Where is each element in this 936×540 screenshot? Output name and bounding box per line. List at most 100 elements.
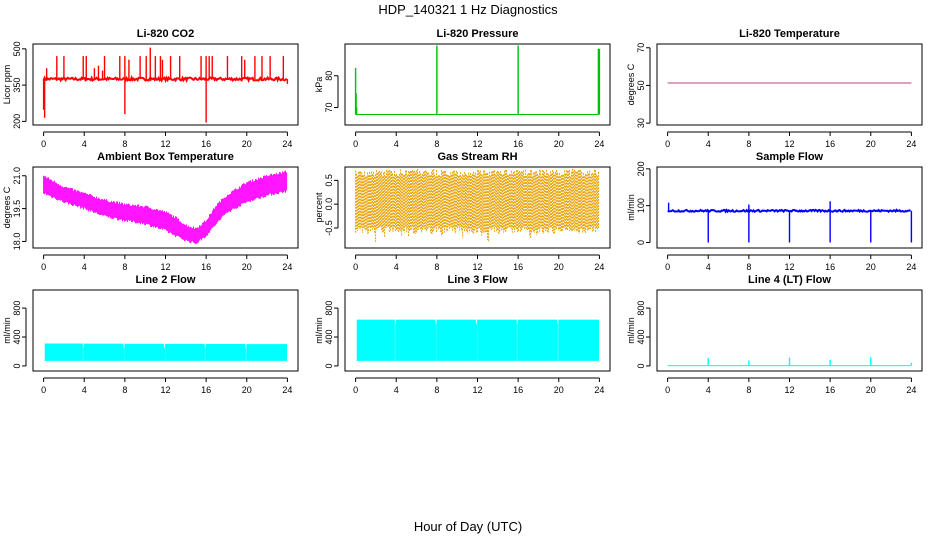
panel-title: Li-820 Temperature	[739, 28, 840, 40]
x-axis: 0 4 8 12 16 20 24	[353, 254, 604, 272]
x-tick-label: 4	[82, 262, 87, 272]
plot-frame	[32, 43, 299, 126]
flow-band	[124, 343, 165, 361]
x-tick-label: 20	[554, 139, 564, 149]
x-tick-label: 12	[160, 139, 170, 149]
x-tick-label: 12	[472, 385, 482, 395]
flow-band	[165, 343, 205, 361]
flow-band	[205, 343, 246, 361]
y-axis: 30 50 70	[636, 43, 651, 128]
y-tick-label: 0	[12, 363, 22, 368]
x-tick-label: 16	[201, 262, 211, 272]
y-axis: 200 350 500	[12, 41, 27, 129]
x-tick-label: 24	[906, 385, 916, 395]
x-tick-label: 8	[434, 385, 439, 395]
x-tick-label: 8	[122, 385, 127, 395]
y-tick-label: 70	[324, 103, 334, 113]
x-tick-label: 24	[594, 139, 604, 149]
flow-band	[44, 343, 83, 361]
y-axis: 70 80	[324, 71, 339, 113]
x-tick-label: 16	[513, 385, 523, 395]
x-tick-label: 4	[394, 385, 399, 395]
x-tick-label: 24	[594, 385, 604, 395]
y-tick-label: 70	[636, 43, 646, 53]
x-axis: 0 4 8 12 16 20 24	[665, 131, 916, 149]
y-tick-label: 400	[324, 329, 334, 344]
x-tick-label: 16	[825, 262, 835, 272]
x-tick-label: 12	[472, 262, 482, 272]
y-tick-label: 350	[12, 78, 22, 93]
panel-title: Li-820 Pressure	[437, 28, 519, 40]
x-tick-label: 20	[242, 385, 252, 395]
x-tick-label: 0	[353, 385, 358, 395]
x-tick-label: 24	[282, 262, 292, 272]
plot-frame	[32, 166, 299, 249]
flow-band	[477, 319, 517, 361]
plot-frame	[656, 289, 923, 372]
y-tick-label: 50	[636, 80, 646, 90]
y-tick-label: 800	[636, 301, 646, 316]
y-axis-label: Licor ppm	[2, 65, 12, 105]
x-tick-label: 20	[242, 262, 252, 272]
flow-band	[83, 343, 124, 361]
x-tick-label: 20	[866, 262, 876, 272]
x-axis: 0 4 8 12 16 20 24	[665, 254, 916, 272]
panel-7: Line 2 Flow ml/min 0 4 8 12 16 20 24 0 400 800	[2, 274, 299, 395]
flow-band	[356, 319, 395, 361]
flow-band	[517, 319, 558, 361]
x-tick-label: 16	[201, 385, 211, 395]
x-tick-label: 20	[554, 385, 564, 395]
y-axis: 0 400 800	[636, 301, 651, 368]
x-tick-label: 12	[160, 262, 170, 272]
series-data	[42, 47, 289, 123]
y-tick-label: 400	[12, 329, 22, 344]
y-axis-label: ml/min	[626, 194, 636, 221]
y-axis: 0 100 200	[636, 161, 651, 245]
series-data	[667, 201, 913, 243]
panel-title: Gas Stream RH	[437, 151, 517, 163]
series-data	[355, 168, 600, 242]
x-tick-label: 16	[513, 139, 523, 149]
x-tick-label: 0	[41, 262, 46, 272]
y-tick-label: 30	[636, 118, 646, 128]
x-tick-label: 16	[825, 385, 835, 395]
y-axis-label: kPa	[314, 77, 324, 93]
x-axis: 0 4 8 12 16 20 24	[41, 131, 292, 149]
x-tick-label: 8	[434, 139, 439, 149]
y-tick-label: 800	[12, 301, 22, 316]
x-tick-label: 24	[906, 139, 916, 149]
x-tick-label: 0	[353, 262, 358, 272]
x-tick-label: 16	[513, 262, 523, 272]
panel-5: Gas Stream RH percent 0 4 8 12 16 20 24 -0.5 0.0 0.…	[314, 151, 611, 272]
x-tick-label: 12	[472, 139, 482, 149]
series-line	[42, 74, 288, 84]
y-tick-label: 19.5	[12, 200, 22, 218]
plot-frame	[656, 166, 923, 249]
x-tick-label: 12	[784, 385, 794, 395]
y-tick-label: 500	[12, 41, 22, 56]
y-tick-label: 200	[636, 161, 646, 176]
panel-3: Li-820 Temperature degrees C 0 4 8 12 16 20 24 30…	[626, 28, 923, 149]
x-tick-label: 4	[706, 139, 711, 149]
x-tick-label: 20	[866, 139, 876, 149]
x-tick-label: 0	[353, 139, 358, 149]
y-tick-label: 0.0	[324, 198, 334, 211]
y-axis-label: ml/min	[626, 317, 636, 344]
x-tick-label: 12	[784, 262, 794, 272]
plot-frame	[656, 43, 923, 126]
y-tick-label: -0.5	[324, 220, 334, 236]
x-tick-label: 8	[746, 262, 751, 272]
y-axis-label: degrees C	[2, 186, 12, 228]
x-tick-label: 0	[41, 139, 46, 149]
panel-title: Line 3 Flow	[448, 274, 508, 286]
flow-band	[246, 344, 287, 361]
series-data	[354, 45, 601, 115]
x-tick-label: 4	[82, 385, 87, 395]
y-tick-label: 200	[12, 114, 22, 129]
figure-title: HDP_140321 1 Hz Diagnostics	[378, 2, 558, 17]
x-axis: 0 4 8 12 16 20 24	[665, 377, 916, 395]
plot-frame	[344, 289, 611, 372]
plot-frame	[344, 43, 611, 126]
x-axis: 0 4 8 12 16 20 24	[41, 377, 292, 395]
